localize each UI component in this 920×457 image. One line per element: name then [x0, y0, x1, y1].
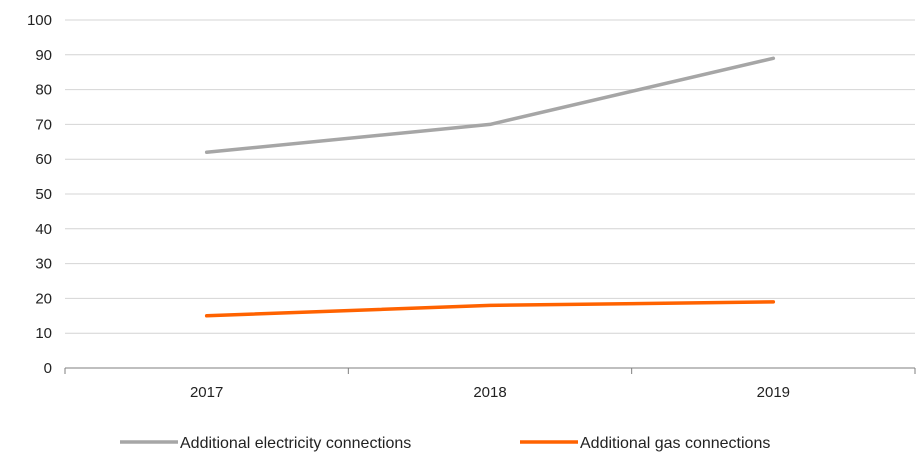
- gridlines: [65, 19, 915, 334]
- y-tick-label: 10: [35, 325, 52, 342]
- x-tick-label: 2017: [190, 384, 223, 401]
- y-tick-label: 70: [35, 116, 52, 133]
- y-tick-label: 0: [44, 360, 52, 377]
- y-tick-label: 90: [35, 47, 52, 64]
- x-tick-label: 2019: [757, 384, 790, 401]
- y-tick-label: 100: [27, 12, 52, 29]
- y-tick-label: 40: [35, 221, 52, 238]
- series-lines: [204, 56, 776, 318]
- x-axis: 2017 2018 2019: [64, 367, 916, 401]
- legend-label: Additional gas connections: [580, 435, 770, 452]
- legend: Additional electricity connections Additi…: [120, 435, 770, 452]
- series-line-electricity: [204, 56, 776, 154]
- series-line-gas: [204, 300, 776, 318]
- y-tick-label: 50: [35, 186, 52, 203]
- y-tick-label: 80: [35, 82, 52, 99]
- y-tick-label: 60: [35, 151, 52, 168]
- legend-label: Additional electricity connections: [180, 435, 411, 452]
- y-tick-label: 20: [35, 290, 52, 307]
- y-axis-tick-labels: 0 10 20 30 40 50 60 70 80 90 100: [27, 12, 52, 377]
- x-tick-label: 2018: [473, 384, 506, 401]
- y-tick-label: 30: [35, 256, 52, 273]
